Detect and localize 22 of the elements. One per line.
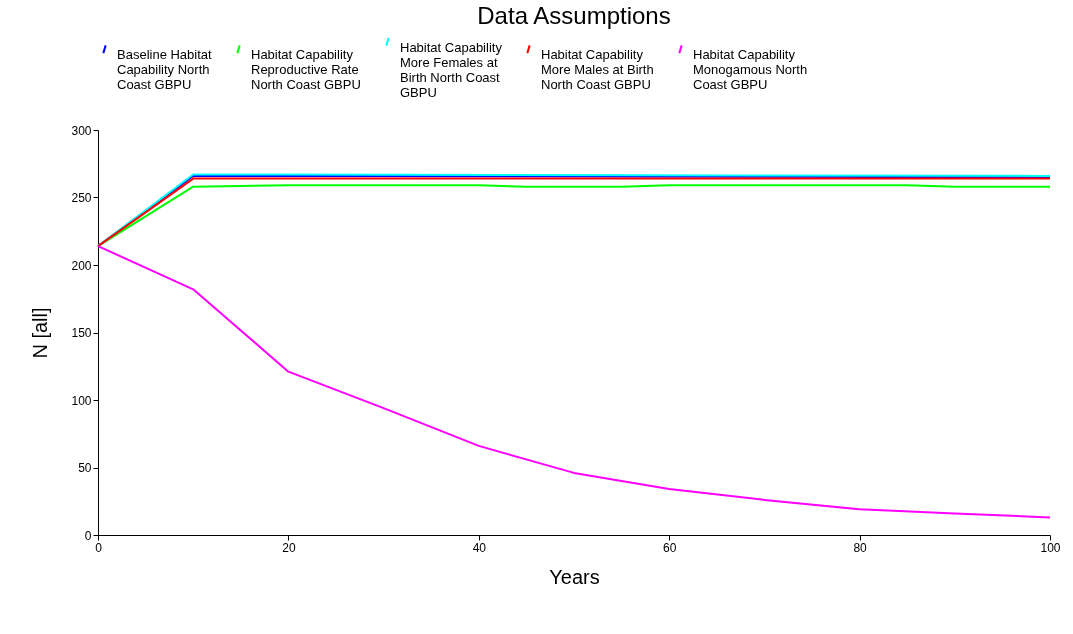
x-tick-label: 80 <box>853 540 868 555</box>
y-tick-label: 100 <box>71 393 92 408</box>
x-axis-title: Years <box>549 565 600 588</box>
line-series <box>97 245 1051 519</box>
y-tick-label: 0 <box>84 528 92 543</box>
legend-label: Habitat Capability More Males at Birth North Coast GBPU <box>541 47 654 93</box>
legend-label: Habitat Capability Monogamous North Coast GBPU <box>693 47 808 93</box>
x-tick-label: 100 <box>1040 540 1061 555</box>
y-tick-label: 150 <box>71 326 92 340</box>
y-tick-label: 250 <box>71 191 92 205</box>
x-tick-label: 0 <box>95 540 103 555</box>
legend-label: Habitat Capability More Females at Birth North Coast GBPU <box>400 39 503 100</box>
chart-title: Data Assumptions <box>477 2 671 29</box>
x-tick-label: 20 <box>282 540 296 555</box>
legend-label: Habitat Capability Reproductive Rate North Coast GBPU <box>251 47 361 93</box>
x-tick-label: 60 <box>663 540 677 555</box>
y-tick-label: 50 <box>78 461 92 475</box>
y-tick-label: 200 <box>71 258 92 273</box>
y-axis-title: N [all] <box>29 307 52 359</box>
x-tick-label: 40 <box>472 540 487 555</box>
legend-label: Baseline Habitat Capability North Coast GBPU <box>117 47 213 93</box>
y-tick-label: 300 <box>71 123 92 138</box>
